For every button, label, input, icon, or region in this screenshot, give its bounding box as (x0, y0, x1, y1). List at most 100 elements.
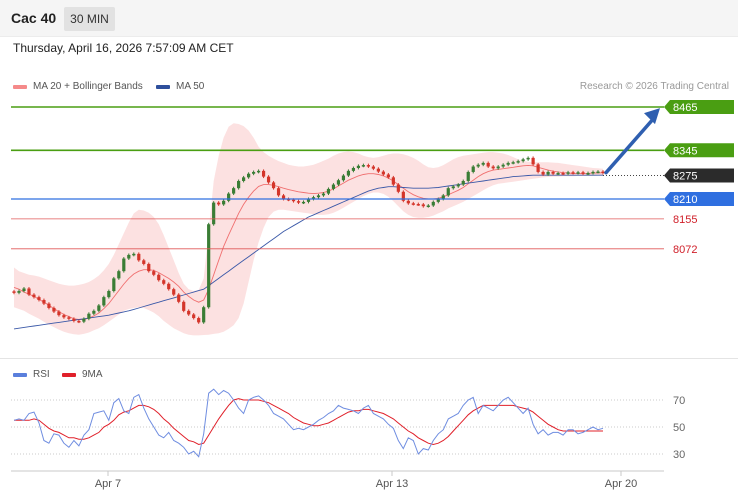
candle-body (82, 318, 86, 322)
candle-body (77, 320, 81, 323)
candle-body (152, 271, 156, 275)
candle-body (551, 171, 555, 174)
rsi-tick-70: 70 (673, 395, 685, 407)
candle-body (127, 254, 131, 259)
candle-body (22, 288, 26, 291)
candle-body (556, 173, 560, 175)
price-tag-8210 (664, 192, 734, 206)
candle-body (561, 173, 565, 175)
candle-body (571, 172, 575, 174)
candle-body (137, 253, 141, 261)
candle-body (476, 164, 480, 167)
candle-body (102, 297, 106, 306)
candle-body (47, 303, 51, 308)
candle-body (316, 195, 321, 198)
candle-body (411, 203, 415, 205)
candle-body (576, 172, 580, 174)
ma20-swatch (13, 84, 27, 89)
candle-body (182, 301, 186, 311)
candle-body (356, 165, 361, 168)
candle-body (586, 173, 590, 175)
x-tick-label: Apr 7 (95, 478, 121, 490)
candle-body (336, 180, 341, 185)
price-label-8345: 8345 (673, 145, 697, 157)
legend-ma20-label: MA 20 + Bollinger Bands (33, 81, 143, 92)
price-tag-8465 (664, 100, 734, 114)
rsi-chart[interactable]: 70 50 30 Apr 7 Apr 13 Apr 20 (0, 360, 738, 500)
rsi-line (13, 388, 604, 458)
candle-body (361, 165, 366, 167)
price-tag-8345 (664, 143, 734, 158)
candle-body (232, 188, 236, 194)
candle-body (72, 318, 76, 321)
candle-body (466, 171, 470, 181)
candle-body (67, 317, 71, 319)
candle-body (486, 162, 490, 167)
price-tag-8275 (664, 168, 734, 183)
candle-body (92, 310, 96, 314)
rsi-9ma-line (14, 398, 603, 446)
candle-body (311, 197, 316, 199)
candle-body (227, 193, 231, 201)
candle-body (321, 193, 326, 196)
candle-body (132, 253, 136, 256)
candle-body (391, 177, 395, 185)
9ma-swatch (62, 372, 76, 377)
legend-9ma-label: 9MA (82, 369, 103, 380)
forecast-arrow-shaft (604, 116, 656, 175)
candle-body (591, 171, 595, 174)
candle-body (416, 204, 420, 206)
candle-body (396, 184, 400, 192)
candle-body (276, 188, 281, 196)
candle-body (496, 166, 500, 169)
candle-body (526, 157, 530, 160)
candle-body (506, 162, 510, 165)
candle-body (511, 162, 515, 164)
candle-body (521, 159, 525, 162)
candle-body (386, 174, 390, 178)
price-label-8072: 8072 (673, 244, 697, 256)
candle-body (197, 318, 201, 323)
candle-body (97, 305, 101, 311)
candle-body (261, 170, 266, 177)
candle-body (142, 260, 146, 264)
candle-body (351, 167, 356, 171)
candle-body (366, 165, 370, 167)
candle-body (177, 294, 181, 302)
legend-9ma: 9MA (62, 369, 103, 380)
candle-body (266, 176, 271, 183)
candle-body (581, 172, 585, 174)
candle-body (187, 310, 191, 315)
forecast-arrow-head (644, 108, 660, 125)
legend-ma50: MA 50 (156, 81, 204, 92)
copyright: Research © 2026 Trading Central (579, 81, 729, 92)
x-tick-label: Apr 13 (376, 478, 408, 490)
candle-body (167, 283, 171, 290)
candle-body (147, 263, 151, 272)
candle-body (172, 289, 176, 295)
candle-body (107, 291, 111, 298)
candle-body (57, 311, 61, 316)
interval-button[interactable]: 30 MIN (64, 7, 115, 31)
candle-body (306, 199, 311, 202)
candle-body (471, 166, 475, 172)
candle-body (122, 258, 126, 272)
candle-body (296, 201, 301, 203)
candle-body (431, 201, 435, 206)
candle-body (446, 188, 450, 196)
candle-body (112, 278, 116, 291)
price-label-8275: 8275 (673, 171, 697, 183)
symbol-title: Cac 40 (11, 10, 57, 26)
candle-body (456, 184, 460, 187)
candle-body (192, 314, 196, 319)
datetime: Thursday, April 16, 2026 7:57:09 AM CET (13, 41, 234, 55)
candle-body (401, 191, 405, 201)
candle-body (117, 271, 121, 279)
candle-body (421, 204, 425, 207)
candle-body (37, 297, 41, 301)
candle-body (376, 168, 380, 172)
candle-body (381, 171, 385, 175)
price-chart[interactable]: 8465 8345 8275 8210 8155 8072 (0, 0, 738, 360)
candle-body (32, 294, 36, 298)
